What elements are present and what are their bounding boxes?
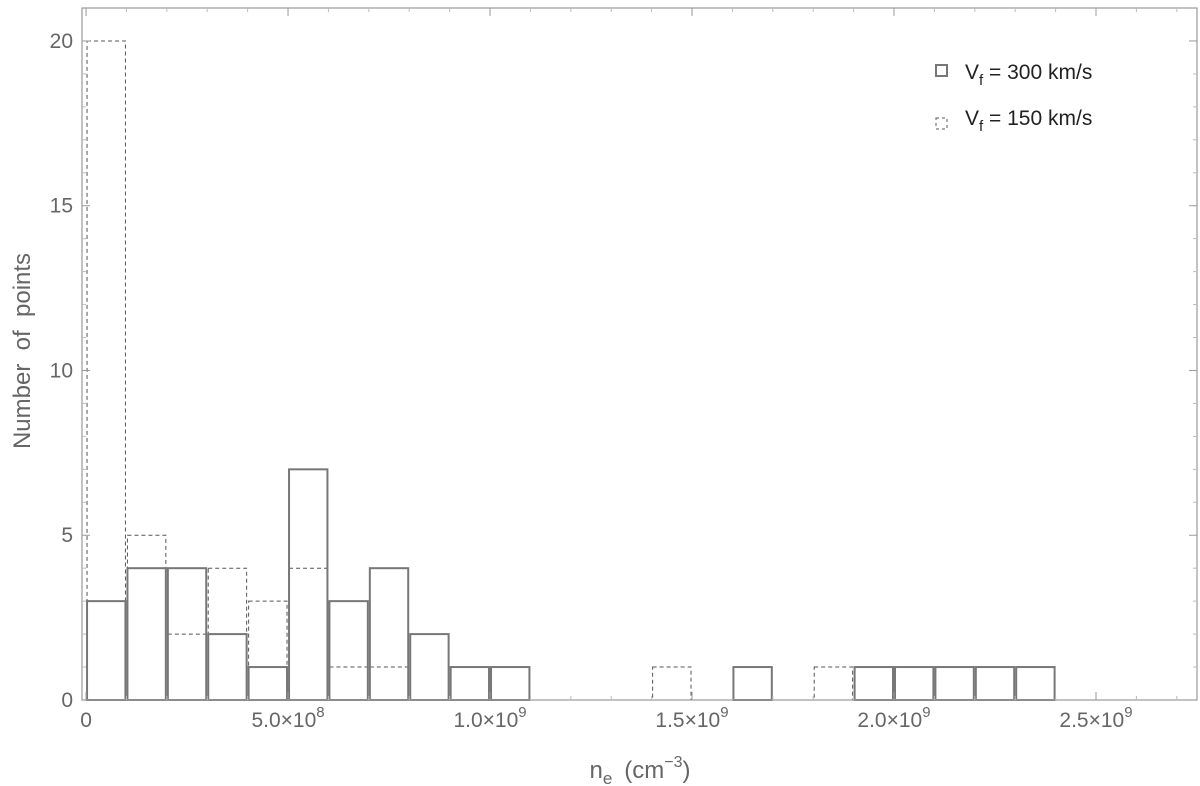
plot-frame <box>81 7 1198 701</box>
x-tick-label: 1.0×109 <box>453 704 526 732</box>
y-tick-label: 15 <box>50 195 73 218</box>
x-axis-title-unit: (cm <box>624 757 664 784</box>
series-300-bars <box>86 468 1056 702</box>
x-axis-title: ne (cm−3) <box>589 754 690 786</box>
legend-swatch-300 <box>935 64 948 77</box>
y-tick-label: 10 <box>50 359 73 382</box>
x-axis-title-unit-sup: −3 <box>664 754 682 771</box>
bar-150-9 <box>813 666 854 701</box>
plot-border <box>81 7 1198 701</box>
bar-150-8 <box>652 666 692 701</box>
x-tick-label: 2.5×109 <box>1059 704 1132 732</box>
y-axis-title: Number of points <box>9 253 36 449</box>
axis-ticks: 0 5 10 15 20 0 5.0×108 1.0×109 1.5×109 2.0×109 2.5… <box>50 8 1197 732</box>
legend-label-300: Vf = 300 km/s <box>965 61 1092 89</box>
x-tick-label: 1.5×109 <box>655 704 728 732</box>
y-tick-label: 5 <box>61 524 73 547</box>
legend-swatch-150 <box>935 117 948 130</box>
x-tick-label: 2.0×109 <box>857 704 930 732</box>
y-tick-label: 0 <box>61 689 73 712</box>
legend: Vf = 300 km/s Vf = 150 km/s <box>935 61 1092 135</box>
x-tick-label: 0 <box>80 709 92 732</box>
x-tick-label: 5.0×108 <box>251 704 324 732</box>
x-axis-title-unit-close: ) <box>683 757 691 784</box>
x-axis-title-base: n <box>589 757 602 784</box>
legend-label-150: Vf = 150 km/s <box>965 107 1092 135</box>
y-tick-label: 20 <box>50 30 73 53</box>
x-axis-title-sub: e <box>603 769 612 786</box>
